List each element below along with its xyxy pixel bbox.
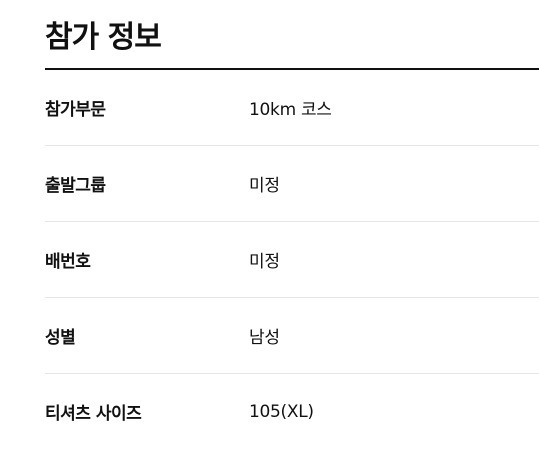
info-row-tshirt-size: 티셔츠 사이즈 105(XL) <box>45 374 539 449</box>
info-label: 배번호 <box>45 252 91 272</box>
info-value: 미정 <box>249 176 280 196</box>
info-row-bib-number: 배번호 미정 <box>45 222 539 298</box>
info-value: 남성 <box>249 328 280 348</box>
participation-info-panel: 참가 정보 참가부문 10km 코스 출발그룹 미정 배번호 미정 성별 남성 … <box>45 0 539 449</box>
info-row-gender: 성별 남성 <box>45 298 539 374</box>
info-label: 참가부문 <box>45 100 106 120</box>
info-value: 10km 코스 <box>249 100 332 120</box>
info-label: 성별 <box>45 328 76 348</box>
info-value: 105(XL) <box>249 401 314 422</box>
info-list: 참가부문 10km 코스 출발그룹 미정 배번호 미정 성별 남성 티셔츠 사이… <box>45 70 539 449</box>
info-row-start-group: 출발그룹 미정 <box>45 146 539 222</box>
section-title: 참가 정보 <box>45 0 539 70</box>
info-value: 미정 <box>249 252 280 272</box>
info-row-category: 참가부문 10km 코스 <box>45 70 539 146</box>
info-label: 티셔츠 사이즈 <box>45 404 142 424</box>
info-label: 출발그룹 <box>45 176 106 196</box>
